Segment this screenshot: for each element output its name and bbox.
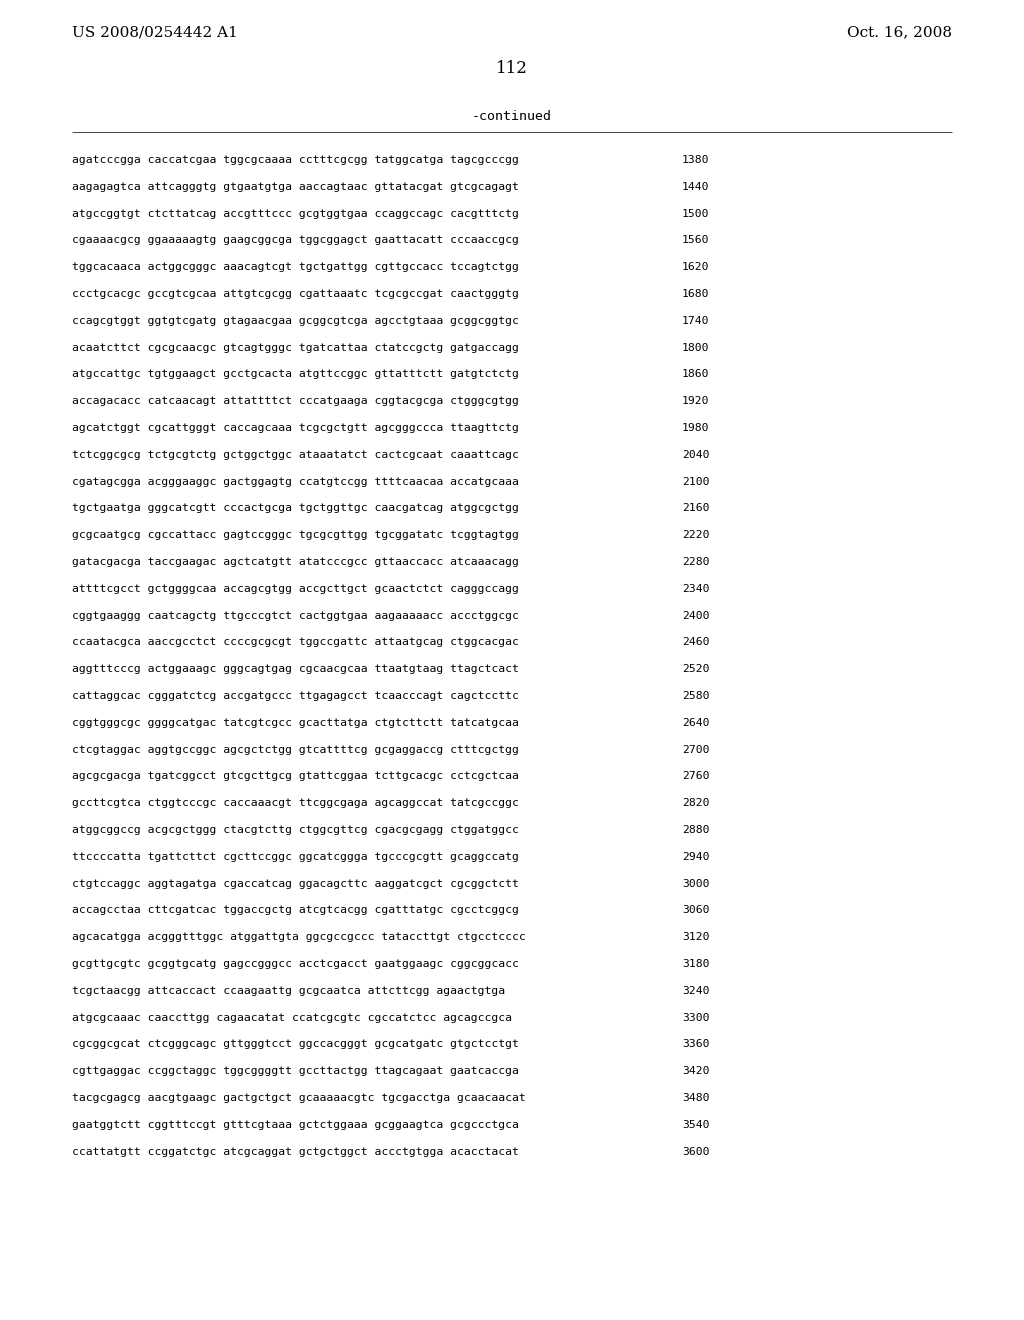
Text: cgaaaacgcg ggaaaaagtg gaagcggcga tggcggagct gaattacatt cccaaccgcg: cgaaaacgcg ggaaaaagtg gaagcggcga tggcgga… [72,235,519,246]
Text: gcgcaatgcg cgccattacc gagtccgggc tgcgcgttgg tgcggatatc tcggtagtgg: gcgcaatgcg cgccattacc gagtccgggc tgcgcgt… [72,531,519,540]
Text: 1620: 1620 [682,263,710,272]
Text: 3060: 3060 [682,906,710,915]
Text: 1740: 1740 [682,315,710,326]
Text: tgctgaatga gggcatcgtt cccactgcga tgctggttgc caacgatcag atggcgctgg: tgctgaatga gggcatcgtt cccactgcga tgctggt… [72,503,519,513]
Text: agcgcgacga tgatcggcct gtcgcttgcg gtattcggaa tcttgcacgc cctcgctcaa: agcgcgacga tgatcggcct gtcgcttgcg gtattcg… [72,771,519,781]
Text: gccttcgtca ctggtcccgc caccaaacgt ttcggcgaga agcaggccat tatcgccggc: gccttcgtca ctggtcccgc caccaaacgt ttcggcg… [72,799,519,808]
Text: 2520: 2520 [682,664,710,675]
Text: cgttgaggac ccggctaggc tggcggggtt gccttactgg ttagcagaat gaatcaccga: cgttgaggac ccggctaggc tggcggggtt gccttac… [72,1067,519,1076]
Text: ttccccatta tgattcttct cgcttccggc ggcatcggga tgcccgcgtt gcaggccatg: ttccccatta tgattcttct cgcttccggc ggcatcg… [72,851,519,862]
Text: 2580: 2580 [682,690,710,701]
Text: 2940: 2940 [682,851,710,862]
Text: 112: 112 [496,59,528,77]
Text: 3480: 3480 [682,1093,710,1104]
Text: acaatcttct cgcgcaacgc gtcagtgggc tgatcattaa ctatccgctg gatgaccagg: acaatcttct cgcgcaacgc gtcagtgggc tgatcat… [72,343,519,352]
Text: tacgcgagcg aacgtgaagc gactgctgct gcaaaaacgtc tgcgacctga gcaacaacat: tacgcgagcg aacgtgaagc gactgctgct gcaaaaa… [72,1093,525,1104]
Text: 2760: 2760 [682,771,710,781]
Text: 3240: 3240 [682,986,710,995]
Text: atgcgcaaac caaccttgg cagaacatat ccatcgcgtc cgccatctcc agcagccgca: atgcgcaaac caaccttgg cagaacatat ccatcgcg… [72,1012,512,1023]
Text: US 2008/0254442 A1: US 2008/0254442 A1 [72,25,238,40]
Text: 3180: 3180 [682,960,710,969]
Text: gcgttgcgtc gcggtgcatg gagccgggcc acctcgacct gaatggaagc cggcggcacc: gcgttgcgtc gcggtgcatg gagccgggcc acctcga… [72,960,519,969]
Text: 3120: 3120 [682,932,710,942]
Text: 2160: 2160 [682,503,710,513]
Text: cggtgggcgc ggggcatgac tatcgtcgcc gcacttatga ctgtcttctt tatcatgcaa: cggtgggcgc ggggcatgac tatcgtcgcc gcactta… [72,718,519,727]
Text: 3600: 3600 [682,1147,710,1156]
Text: agcacatgga acgggtttggc atggattgta ggcgccgccc tataccttgt ctgcctcccc: agcacatgga acgggtttggc atggattgta ggcgcc… [72,932,525,942]
Text: 1680: 1680 [682,289,710,300]
Text: cgcggcgcat ctcgggcagc gttgggtcct ggccacgggt gcgcatgatc gtgctcctgt: cgcggcgcat ctcgggcagc gttgggtcct ggccacg… [72,1039,519,1049]
Text: ccctgcacgc gccgtcgcaa attgtcgcgg cgattaaatc tcgcgccgat caactgggtg: ccctgcacgc gccgtcgcaa attgtcgcgg cgattaa… [72,289,519,300]
Text: tctcggcgcg tctgcgtctg gctggctggc ataaatatct cactcgcaat caaattcagc: tctcggcgcg tctgcgtctg gctggctggc ataaata… [72,450,519,459]
Text: 1500: 1500 [682,209,710,219]
Text: cgatagcgga acgggaaggc gactggagtg ccatgtccgg ttttcaacaa accatgcaaa: cgatagcgga acgggaaggc gactggagtg ccatgtc… [72,477,519,487]
Text: 1440: 1440 [682,182,710,191]
Text: accagcctaa cttcgatcac tggaccgctg atcgtcacgg cgatttatgc cgcctcggcg: accagcctaa cttcgatcac tggaccgctg atcgtca… [72,906,519,915]
Text: aggtttcccg actggaaagc gggcagtgag cgcaacgcaa ttaatgtaag ttagctcact: aggtttcccg actggaaagc gggcagtgag cgcaacg… [72,664,519,675]
Text: attttcgcct gctggggcaa accagcgtgg accgcttgct gcaactctct cagggccagg: attttcgcct gctggggcaa accagcgtgg accgctt… [72,583,519,594]
Text: gaatggtctt cggtttccgt gtttcgtaaa gctctggaaa gcggaagtca gcgccctgca: gaatggtctt cggtttccgt gtttcgtaaa gctctgg… [72,1119,519,1130]
Text: 1380: 1380 [682,154,710,165]
Text: -continued: -continued [472,110,552,123]
Text: agcatctggt cgcattgggt caccagcaaa tcgcgctgtt agcgggccca ttaagttctg: agcatctggt cgcattgggt caccagcaaa tcgcgct… [72,422,519,433]
Text: 2100: 2100 [682,477,710,487]
Text: ccattatgtt ccggatctgc atcgcaggat gctgctggct accctgtgga acacctacat: ccattatgtt ccggatctgc atcgcaggat gctgctg… [72,1147,519,1156]
Text: 1800: 1800 [682,343,710,352]
Text: 2220: 2220 [682,531,710,540]
Text: ccagcgtggt ggtgtcgatg gtagaacgaa gcggcgtcga agcctgtaaa gcggcggtgc: ccagcgtggt ggtgtcgatg gtagaacgaa gcggcgt… [72,315,519,326]
Text: tcgctaacgg attcaccact ccaagaattg gcgcaatca attcttcgg agaactgtga: tcgctaacgg attcaccact ccaagaattg gcgcaat… [72,986,505,995]
Text: cattaggcac cgggatctcg accgatgccc ttgagagcct tcaacccagt cagctccttc: cattaggcac cgggatctcg accgatgccc ttgagag… [72,690,519,701]
Text: 2040: 2040 [682,450,710,459]
Text: tggcacaaca actggcgggc aaacagtcgt tgctgattgg cgttgccacc tccagtctgg: tggcacaaca actggcgggc aaacagtcgt tgctgat… [72,263,519,272]
Text: 1920: 1920 [682,396,710,407]
Text: 3420: 3420 [682,1067,710,1076]
Text: 3360: 3360 [682,1039,710,1049]
Text: 1860: 1860 [682,370,710,379]
Text: ctgtccaggc aggtagatga cgaccatcag ggacagcttc aaggatcgct cgcggctctt: ctgtccaggc aggtagatga cgaccatcag ggacagc… [72,879,519,888]
Text: ctcgtaggac aggtgccggc agcgctctgg gtcattttcg gcgaggaccg ctttcgctgg: ctcgtaggac aggtgccggc agcgctctgg gtcattt… [72,744,519,755]
Text: gatacgacga taccgaagac agctcatgtt atatcccgcc gttaaccacc atcaaacagg: gatacgacga taccgaagac agctcatgtt atatccc… [72,557,519,568]
Text: 2280: 2280 [682,557,710,568]
Text: 2640: 2640 [682,718,710,727]
Text: 2880: 2880 [682,825,710,836]
Text: cggtgaaggg caatcagctg ttgcccgtct cactggtgaa aagaaaaacc accctggcgc: cggtgaaggg caatcagctg ttgcccgtct cactggt… [72,611,519,620]
Text: 2700: 2700 [682,744,710,755]
Text: 1980: 1980 [682,422,710,433]
Text: agatcccgga caccatcgaa tggcgcaaaa cctttcgcgg tatggcatga tagcgcccgg: agatcccgga caccatcgaa tggcgcaaaa cctttcg… [72,154,519,165]
Text: accagacacc catcaacagt attattttct cccatgaaga cggtacgcga ctgggcgtgg: accagacacc catcaacagt attattttct cccatga… [72,396,519,407]
Text: 3300: 3300 [682,1012,710,1023]
Text: atggcggccg acgcgctggg ctacgtcttg ctggcgttcg cgacgcgagg ctggatggcc: atggcggccg acgcgctggg ctacgtcttg ctggcgt… [72,825,519,836]
Text: atgccattgc tgtggaagct gcctgcacta atgttccggc gttatttctt gatgtctctg: atgccattgc tgtggaagct gcctgcacta atgttcc… [72,370,519,379]
Text: 2820: 2820 [682,799,710,808]
Text: atgccggtgt ctcttatcag accgtttccc gcgtggtgaa ccaggccagc cacgtttctg: atgccggtgt ctcttatcag accgtttccc gcgtggt… [72,209,519,219]
Text: 2400: 2400 [682,611,710,620]
Text: ccaatacgca aaccgcctct ccccgcgcgt tggccgattc attaatgcag ctggcacgac: ccaatacgca aaccgcctct ccccgcgcgt tggccga… [72,638,519,647]
Text: 3540: 3540 [682,1119,710,1130]
Text: 2460: 2460 [682,638,710,647]
Text: 2340: 2340 [682,583,710,594]
Text: 1560: 1560 [682,235,710,246]
Text: aagagagtca attcagggtg gtgaatgtga aaccagtaac gttatacgat gtcgcagagt: aagagagtca attcagggtg gtgaatgtga aaccagt… [72,182,519,191]
Text: 3000: 3000 [682,879,710,888]
Text: Oct. 16, 2008: Oct. 16, 2008 [847,25,952,40]
